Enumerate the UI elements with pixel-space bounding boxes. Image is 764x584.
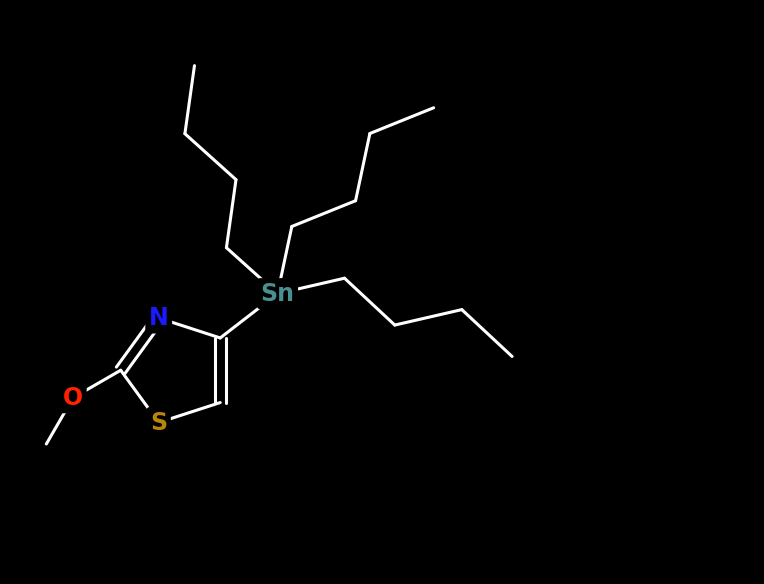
Text: O: O	[63, 385, 83, 410]
Text: N: N	[149, 306, 169, 330]
Text: Sn: Sn	[261, 281, 295, 305]
Text: S: S	[151, 411, 167, 434]
